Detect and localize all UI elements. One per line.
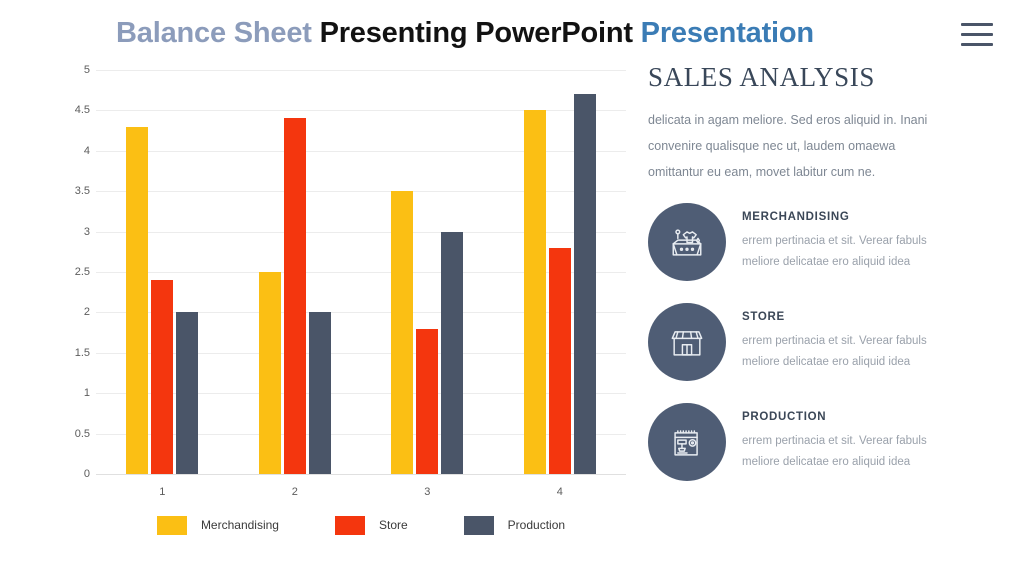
gridline — [96, 434, 626, 435]
bar-production[interactable] — [441, 231, 464, 474]
title-segment-presentation: Presentation — [640, 17, 814, 49]
feature-title: PRODUCTION — [742, 411, 827, 423]
gridline — [96, 70, 626, 71]
feature-description: errem pertinacia et sit. Verear fabuls m… — [742, 235, 927, 268]
gridline — [96, 232, 626, 233]
hamburger-menu-icon[interactable] — [961, 23, 993, 47]
feature-title: STORE — [742, 311, 785, 323]
bar-chart-panel: 5 4.5 4 3.5 3 2.5 2 1.5 1 0.5 0 1 2 3 4 Merchandising… — [42, 62, 634, 552]
legend-item[interactable]: Merchandising — [156, 515, 279, 535]
feature-title: MERCHANDISING — [742, 211, 850, 223]
gridline — [96, 474, 626, 475]
feature-text: PRODUCTION errem pertinacia et sit. Verea… — [742, 403, 947, 473]
y-axis-tick-label: 3 — [83, 225, 90, 238]
y-axis-tick-label: 2 — [83, 306, 90, 319]
hamburger-bar-1 — [961, 23, 993, 26]
feature-text: MERCHANDISING errem pertinacia et sit. Ve… — [742, 203, 947, 273]
bar-store[interactable] — [151, 280, 174, 474]
bar-group: 4 — [494, 70, 627, 498]
gridline — [96, 393, 626, 394]
feature-row[interactable]: PRODUCTION errem pertinacia et sit. Verea… — [648, 403, 988, 485]
y-axis-tick-label: 2.5 — [74, 266, 90, 278]
x-axis-tick-label: 3 — [424, 486, 431, 498]
chart-plot-container: 5 4.5 4 3.5 3 2.5 2 1.5 1 0.5 0 1 2 3 4 — [42, 64, 634, 498]
y-axis: 5 4.5 4 3.5 3 2.5 2 1.5 1 0.5 0 — [42, 64, 90, 480]
sales-analysis-intro-text: delicata in agam meliore. Sed eros aliqu… — [648, 113, 928, 179]
feature-row[interactable]: MERCHANDISING errem pertinacia et sit. Ve… — [648, 203, 988, 285]
page-title: Balance Sheet Presenting PowerPoint Pres… — [0, 16, 930, 50]
legend-label: Merchandising — [200, 518, 279, 532]
title-segment-balance-sheet: Balance Sheet — [116, 17, 320, 49]
y-axis-tick-label: 0.5 — [74, 427, 90, 440]
legend-item[interactable]: Production — [463, 515, 566, 535]
bar-merchandising[interactable] — [391, 191, 414, 474]
bar-group: 1 — [96, 70, 229, 498]
y-axis-tick-label: 1.5 — [74, 346, 90, 359]
feature-row[interactable]: STORE errem pertinacia et sit. Verear fab… — [648, 303, 988, 385]
sales-analysis-panel: SALES ANALYSIS delicata in agam meliore.… — [648, 62, 988, 562]
y-axis-tick-label: 0 — [83, 468, 90, 480]
y-axis-tick-label: 1 — [83, 387, 90, 400]
gridline — [96, 353, 626, 354]
y-axis-tick-label: 4 — [83, 144, 90, 157]
gridline — [96, 110, 626, 111]
gridline — [96, 272, 626, 273]
bar-group: 3 — [361, 70, 494, 498]
bar-merchandising[interactable] — [258, 272, 281, 474]
y-axis-tick-label: 3.5 — [74, 185, 90, 198]
legend-label: Store — [378, 518, 408, 532]
x-axis-tick-label: 2 — [291, 486, 298, 498]
plot-area: 1 2 3 4 — [96, 70, 627, 498]
legend-label: Production — [507, 518, 566, 532]
legend-item[interactable]: Store — [334, 515, 408, 535]
y-axis-tick-label: 4.5 — [74, 104, 90, 117]
bar-store[interactable] — [548, 247, 571, 474]
slide-header: Balance Sheet Presenting PowerPoint Pres… — [0, 0, 1024, 62]
legend-swatch-merchandising — [156, 515, 187, 535]
feature-description: errem pertinacia et sit. Verear fabuls m… — [742, 435, 927, 468]
bar-store[interactable] — [416, 328, 439, 474]
title-segment-presenting-powerpoint: Presenting PowerPoint — [319, 17, 641, 49]
sales-analysis-heading: SALES ANALYSIS — [648, 62, 875, 92]
bar-merchandising[interactable] — [523, 110, 546, 474]
hamburger-bar-3 — [961, 43, 993, 46]
bar-group: 2 — [229, 70, 362, 498]
bar-production[interactable] — [308, 312, 331, 474]
bar-production[interactable] — [573, 94, 596, 474]
gridline — [96, 151, 626, 152]
legend-swatch-production — [463, 515, 494, 535]
bar-store[interactable] — [283, 118, 306, 474]
y-axis-tick-label: 5 — [83, 64, 90, 76]
x-axis-tick-label: 1 — [159, 486, 166, 498]
bar-series-layer: 1 2 3 4 — [96, 70, 627, 498]
chart-legend: Merchandising Store Production — [96, 510, 626, 540]
legend-swatch-store — [334, 515, 365, 535]
gridline — [96, 191, 626, 192]
production-machine-icon — [648, 403, 726, 481]
gridline — [96, 312, 626, 313]
bar-production[interactable] — [176, 312, 199, 474]
feature-description: errem pertinacia et sit. Verear fabuls m… — [742, 335, 927, 368]
x-axis-tick-label: 4 — [556, 486, 563, 498]
storefront-icon — [648, 303, 726, 381]
feature-list: MERCHANDISING errem pertinacia et sit. Ve… — [648, 203, 988, 485]
feature-text: STORE errem pertinacia et sit. Verear fab… — [742, 303, 947, 373]
hamburger-bar-2 — [961, 33, 993, 36]
bar-merchandising[interactable] — [126, 126, 149, 474]
box-with-shirt-icon — [648, 203, 726, 281]
